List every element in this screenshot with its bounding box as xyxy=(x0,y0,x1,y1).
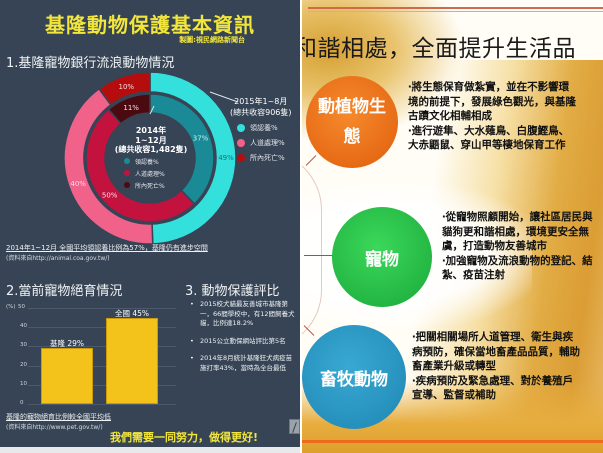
outer-caption-line: (總共收容906隻) xyxy=(230,108,292,117)
inner-ring-caption: 2014年 1~12月 (總共收容1,482隻) xyxy=(110,126,192,155)
y-tick-label: 20 xyxy=(20,361,27,368)
gridline xyxy=(28,384,176,386)
adoption-note: 2014年1~12月 全國平均領認養比例為57%，基隆仍有進步空間 xyxy=(6,244,208,252)
bar-value-label: 全國 45% xyxy=(114,308,150,318)
legend-swatch xyxy=(237,123,245,132)
topic-bullet: ‧把關相關場所人道管理、衛生與疾病預防，確保當地畜產品品質，輔助畜產業升級或轉型 xyxy=(412,331,580,372)
bottom-rule xyxy=(302,440,603,443)
topic-label-line: 動植物生 xyxy=(318,97,386,117)
infographic-title: 基隆動物保護基本資訊 xyxy=(45,13,255,37)
donut-value-label: 11% xyxy=(123,104,139,112)
top-rule xyxy=(308,7,603,9)
donut-value-label: 49% xyxy=(218,154,234,162)
outer-caption-line: 2015年1~8月 xyxy=(234,97,288,106)
donut-value-label: 10% xyxy=(119,83,135,91)
legend-label: 所內死亡% xyxy=(250,153,285,162)
y-tick-label: 50 xyxy=(18,304,25,310)
slogan: 我們需要一同努力，做得更好! xyxy=(110,431,259,444)
topic-label: 動植物生 態 xyxy=(318,92,386,152)
topic-bullet: ‧進行遊隼、大水薙鳥、白腹鰹鳥、大赤鼯鼠、穿山甲等棲地保育工作 xyxy=(408,124,570,152)
topic-label-line: 態 xyxy=(343,127,361,147)
evaluation-list: 2015校犬貓最友善城市基隆第一，66間學校中，有12間飼養犬貓，比例達18.2… xyxy=(188,300,298,381)
gridline xyxy=(28,404,176,405)
neuter-rate-bar-chart: (%) 0 10 20 30 40 50 基隆 29% 全國 45% xyxy=(6,302,176,414)
topic-circle-pets: 寵物 xyxy=(332,207,432,307)
inner-caption-line: 1~12月 xyxy=(135,135,167,145)
y-axis-label: (%) xyxy=(6,304,16,310)
legend-label: 所內死亡% xyxy=(135,182,165,190)
legend-label: 領認養% xyxy=(135,158,159,166)
donut-segment xyxy=(85,108,196,223)
legend-swatch xyxy=(124,170,130,176)
legend-2015: 領認養% 人道處理% 所內死亡% xyxy=(237,120,285,165)
donut-value-label: 40% xyxy=(70,180,86,188)
topic-description-livestock: ‧把關相關場所人道管理、衛生與疾病預防，確保當地畜產品品質，輔助畜產業升級或轉型… xyxy=(412,330,582,403)
slide-headline: 和諧相處，全面提升生活品 xyxy=(302,36,576,62)
legend-item: 人道處理% xyxy=(237,135,285,150)
gridline xyxy=(28,327,176,329)
legend-item: 人道處理% xyxy=(124,167,165,179)
topic-bullet: ‧加強寵物及流浪動物的登記、結紮、疫苗注射 xyxy=(442,254,593,282)
donut-value-label: 37% xyxy=(193,135,209,143)
inner-caption-line: (總共收容1,482隻) xyxy=(114,145,188,154)
topic-bullet: ‧從寵物照顧開始，讓社區居民與貓狗更和諧相處，環境更安全無虞，打造動物友善城市 xyxy=(442,211,593,252)
legend-swatch xyxy=(237,153,245,162)
policy-slide-panel: 和諧相處，全面提升生活品 動植物生 態 ‧將生態保育做紮實，並在不影響環境的前提… xyxy=(302,0,603,453)
topic-description-pets: ‧從寵物照顧開始，讓社區居民與貓狗更和諧相處，環境更安全無虞，打造動物友善城市 … xyxy=(442,210,602,283)
left-panel-bottom-border xyxy=(0,447,300,453)
donut-outer-ring-2015 xyxy=(63,72,237,244)
donut-value-label: 50% xyxy=(102,192,118,200)
evaluation-item: 2015公立動保網站評比第5名 xyxy=(188,337,298,347)
y-tick-label: 30 xyxy=(20,342,27,349)
adoption-source: (資料來自http://animal.coa.gov.tw/) xyxy=(6,255,110,262)
legend-item: 所內死亡% xyxy=(124,179,165,191)
stray-animal-donut-chart: 49% 40% 10% 37% 50% 11% xyxy=(63,72,239,244)
section2-heading: 2.當前寵物絕育情況 xyxy=(6,284,123,299)
legend-item: 所內死亡% xyxy=(237,150,285,165)
neuter-source: (資料來自http://www.pet.gov.tw/) xyxy=(6,424,103,431)
legend-swatch xyxy=(124,158,130,164)
bar-基隆 xyxy=(41,348,93,404)
y-tick-label: 0 xyxy=(20,400,24,406)
legend-item: 領認養% xyxy=(124,155,165,167)
inner-caption-line: 2014年 xyxy=(135,126,167,135)
neuter-note: 基隆的寵物絕育比例較全國平均低 xyxy=(6,413,111,421)
legend-label: 領認養% xyxy=(250,123,278,132)
donut-inner-ring-2014 xyxy=(85,93,215,223)
gridline xyxy=(28,365,176,367)
topic-circle-livestock: 畜牧動物 xyxy=(302,325,406,429)
donut-percentage-labels: 49% 40% 10% 37% 50% 11% xyxy=(70,83,234,200)
bar-value-label: 基隆 29% xyxy=(49,339,85,349)
legend-label: 人道處理% xyxy=(250,138,285,147)
topic-circle-ecology: 動植物生 態 xyxy=(306,76,398,168)
gridline xyxy=(28,308,176,309)
legend-swatch xyxy=(237,138,245,147)
gridline xyxy=(28,346,176,348)
legend-label: 人道處理% xyxy=(135,170,165,178)
bar-全國 xyxy=(106,317,158,404)
legend-item: 領認養% xyxy=(237,120,285,135)
donut-segment xyxy=(107,93,151,125)
connector-line xyxy=(305,155,317,166)
legend-swatch xyxy=(124,182,130,188)
top-rule-thin xyxy=(308,11,603,12)
infographic-panel: 基隆動物保護基本資訊 製圖:視民網路新聞台 1.基隆寵物銀行流浪動物情況 49%… xyxy=(0,0,300,447)
topic-label: 寵物 xyxy=(365,249,399,270)
y-tick-label: 40 xyxy=(20,323,27,330)
section1-heading: 1.基隆寵物銀行流浪動物情況 xyxy=(6,56,175,71)
donut-segment xyxy=(97,72,151,106)
section3-heading: 3. 動物保護評比 xyxy=(185,284,280,299)
topic-description-ecology: ‧將生態保育做紮實，並在不影響環境的前提下，發展綠色觀光，與基隆古蹟文化相輔相成… xyxy=(408,80,578,153)
topic-bullet: ‧疾病預防及緊急處理、對於養殖戶宣導、監督或補助 xyxy=(412,374,574,402)
connector-line xyxy=(304,255,332,256)
evaluation-item: 2015校犬貓最友善城市基隆第一，66間學校中，有12間飼養犬貓，比例達18.2… xyxy=(188,300,298,329)
outer-ring-caption: 2015年1~8月 (總共收容906隻) xyxy=(230,96,292,118)
evaluation-item: 2014年8月統計基隆狂犬病疫苗施打率43%，當時為全台最低 xyxy=(188,354,298,373)
y-tick-label: 10 xyxy=(20,380,27,387)
topic-bullet: ‧將生態保育做紮實，並在不影響環境的前提下，發展綠色觀光，與基隆古蹟文化相輔相成 xyxy=(408,81,576,122)
topic-label: 畜牧動物 xyxy=(320,369,388,390)
legend-2014: 領認養% 人道處理% 所內死亡% xyxy=(124,155,165,191)
resize-handle[interactable] xyxy=(289,419,300,434)
infographic-credit: 製圖:視民網路新聞台 xyxy=(179,36,245,44)
